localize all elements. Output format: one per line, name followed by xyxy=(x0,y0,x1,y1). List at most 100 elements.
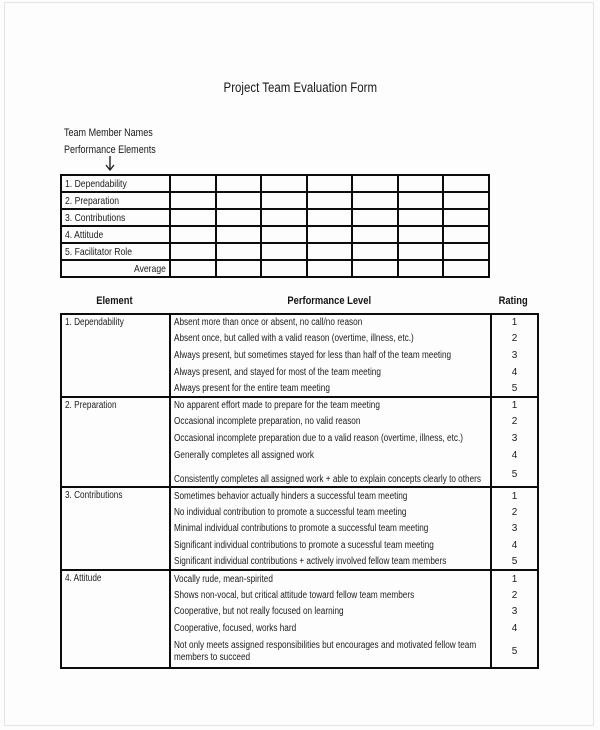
rubric-level-row: No individual contribution to promote a … xyxy=(61,503,539,521)
rating-value: 2 xyxy=(511,333,518,345)
rubric-header-rating: Rating xyxy=(498,295,529,307)
rating-value: 2 xyxy=(511,506,518,518)
score-entry-cell xyxy=(442,225,490,244)
score-entry-cell xyxy=(305,191,354,210)
score-entry-cell xyxy=(305,208,354,227)
rating-value: 3 xyxy=(511,523,518,535)
element-label-cell: 4. Attitude xyxy=(60,225,171,244)
performance-level-cell: Minimal individual contributions to prom… xyxy=(170,520,492,538)
rubric-level-row: Significant individual contributions to … xyxy=(61,537,539,554)
rating-cell: 1 xyxy=(491,486,539,504)
performance-level-text: Always present for the entire team meeti… xyxy=(174,382,330,394)
rating-value: 3 xyxy=(511,349,518,361)
rating-cell: 3 xyxy=(491,520,539,538)
rating-cell: 5 xyxy=(491,463,539,488)
rubric-element-cell: 3. Contributions xyxy=(60,486,171,571)
rating-cell: 3 xyxy=(491,603,539,621)
element-label-cell: 2. Preparation xyxy=(60,191,171,210)
rubric-level-row: Absent once, but called with a valid rea… xyxy=(61,330,539,348)
score-grid-row: 1. Dependability xyxy=(60,174,490,193)
score-entry-cell xyxy=(260,225,308,244)
rubric-level-row: Generally completes all assigned work 4 xyxy=(61,446,539,464)
performance-level-cell: Always present, but sometimes stayed for… xyxy=(170,347,492,364)
score-entry-cell xyxy=(214,208,263,227)
rating-value: 5 xyxy=(511,556,518,568)
score-entry-cell xyxy=(351,259,399,278)
performance-level-cell: Occasional incomplete preparation, no va… xyxy=(170,413,492,431)
performance-level-text: Minimal individual contributions to prom… xyxy=(174,523,429,535)
performance-level-text: Generally completes all assigned work xyxy=(174,449,314,461)
label-text: 4. Attitude xyxy=(65,228,104,241)
score-entry-cell xyxy=(214,242,263,261)
rubric-element-text: 1. Dependability xyxy=(65,317,124,328)
performance-level-text: Occasional incomplete preparation due to… xyxy=(174,432,463,444)
score-entry-cell xyxy=(305,242,354,261)
score-entry-cell xyxy=(260,191,308,210)
rubric-level-row: Shows non-vocal, but critical attitude t… xyxy=(61,586,539,604)
rubric-level-row: Always present, but sometimes stayed for… xyxy=(61,347,539,364)
rating-value: 5 xyxy=(511,646,518,658)
rubric-element-text: 3. Contributions xyxy=(65,490,123,502)
rubric-header-performance: Performance Level xyxy=(287,295,372,307)
score-entry-cell xyxy=(214,259,263,278)
performance-level-cell: Absent once, but called with a valid rea… xyxy=(170,330,492,348)
performance-level-cell: Vocally rude, mean-spirited xyxy=(170,569,492,587)
score-entry-cell xyxy=(351,225,399,244)
performance-level-cell: No apparent effort made to prepare for t… xyxy=(170,395,492,414)
score-entry-cell xyxy=(260,174,308,193)
rating-cell: 5 xyxy=(491,553,539,571)
performance-level-cell: Shows non-vocal, but critical attitude t… xyxy=(170,586,492,604)
element-label-cell: 5. Facilitator Role xyxy=(60,242,171,261)
performance-level-text: Sometimes behavior actually hinders a su… xyxy=(174,490,408,502)
performance-level-cell: Not only meets assigned responsibilities… xyxy=(170,636,492,668)
rating-value: 5 xyxy=(511,469,518,481)
performance-level-cell: No individual contribution to promote a … xyxy=(170,503,492,521)
score-entry-cell xyxy=(396,174,445,193)
matrix-caption-line1: Team Member Names xyxy=(64,127,153,139)
rubric-header-row: Element Performance Level Rating xyxy=(60,295,537,307)
score-entry-cell xyxy=(351,208,399,227)
score-grid-average-row: Average xyxy=(60,259,490,278)
rating-cell: 2 xyxy=(491,330,539,348)
rubric-table: 1. Dependability Absent more than once or… xyxy=(60,313,539,669)
score-entry-cell xyxy=(305,259,354,278)
rating-cell: 3 xyxy=(491,347,539,364)
rubric-level-row: 1. Dependability Absent more than once or… xyxy=(60,313,539,397)
score-entry-cell xyxy=(396,242,445,261)
rubric-level-row: 3. Contributions Sometimes behavior actua… xyxy=(60,486,539,571)
rating-cell: 2 xyxy=(491,503,539,521)
score-grid-row: 4. Attitude xyxy=(60,225,490,244)
element-label-cell: 3. Contributions xyxy=(60,208,171,227)
rating-cell: 2 xyxy=(491,413,539,431)
rubric-level-row: Occasional incomplete preparation, no va… xyxy=(61,413,539,431)
performance-level-text: Consistently completes all assigned work… xyxy=(174,474,481,486)
score-entry-cell xyxy=(169,174,217,193)
rubric-level-row: Always present, and stayed for most of t… xyxy=(61,363,539,381)
rating-value: 4 xyxy=(511,539,518,551)
performance-level-cell: Consistently completes all assigned work… xyxy=(170,463,492,488)
performance-level-cell: Absent more than once or absent, no call… xyxy=(170,313,492,331)
rubric-level-row: Occasional incomplete preparation due to… xyxy=(61,430,539,447)
page-title-text: Project Team Evaluation Form xyxy=(223,80,377,95)
performance-level-text: Occasional incomplete preparation, no va… xyxy=(174,416,361,428)
rating-cell: 4 xyxy=(491,446,539,464)
rubric-level-row: 4. Attitude Vocally rude, mean-spirited 1 xyxy=(60,569,539,668)
rubric-element-text: 2. Preparation xyxy=(65,399,117,411)
rubric-element-cell: 1. Dependability xyxy=(60,313,171,397)
score-entry-cell xyxy=(260,259,308,278)
matrix-caption-line2: Performance Elements xyxy=(64,143,156,156)
score-entry-cell xyxy=(305,174,354,193)
performance-level-text: Absent more than once or absent, no call… xyxy=(174,317,363,329)
score-entry-cell xyxy=(442,191,490,210)
score-grid-table: 1. Dependability 2. Preparation 3. Contrib… xyxy=(60,174,490,278)
performance-level-cell: Cooperative, focused, works hard xyxy=(170,620,492,637)
rating-cell: 4 xyxy=(491,537,539,554)
rating-value: 4 xyxy=(511,622,518,634)
rubric-element-text: 4. Attitude xyxy=(65,573,102,585)
rating-cell: 3 xyxy=(491,430,539,447)
performance-level-cell: Always present, and stayed for most of t… xyxy=(170,363,492,381)
score-entry-cell xyxy=(442,259,490,278)
score-entry-cell xyxy=(214,174,263,193)
rating-value: 5 xyxy=(511,382,518,394)
